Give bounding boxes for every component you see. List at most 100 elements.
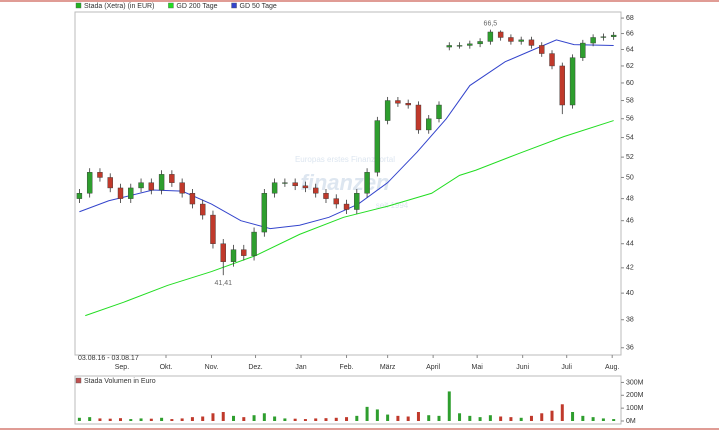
y-tick-label: 40 bbox=[626, 290, 634, 297]
candle-body bbox=[230, 249, 237, 262]
volume-bar bbox=[108, 418, 112, 421]
legend-label: GD 50 Tage bbox=[240, 3, 277, 10]
volume-bar bbox=[221, 412, 225, 421]
candle-body bbox=[241, 249, 247, 256]
moving-average-line bbox=[85, 120, 614, 317]
y-tick-label: 48 bbox=[626, 195, 634, 202]
volume-bar bbox=[232, 415, 236, 421]
y-tick-label: 56 bbox=[626, 116, 634, 123]
candle-body bbox=[292, 182, 298, 187]
candle-body bbox=[405, 103, 411, 106]
candle-body bbox=[415, 104, 422, 131]
candle-body bbox=[384, 100, 391, 121]
candle-body bbox=[282, 182, 288, 184]
candle-body bbox=[220, 243, 226, 262]
volume-bar bbox=[612, 419, 616, 421]
volume-bar bbox=[601, 418, 605, 421]
candle-body bbox=[333, 198, 339, 205]
x-tick-label: Nov. bbox=[205, 364, 219, 371]
x-tick-label: Juni bbox=[516, 364, 529, 371]
volume-bar bbox=[324, 418, 328, 421]
volume-bar bbox=[170, 419, 174, 421]
candle-body bbox=[323, 193, 329, 199]
volume-y-tick-label: 300M bbox=[626, 379, 644, 386]
candle-body bbox=[117, 187, 124, 199]
candle-body bbox=[559, 65, 565, 106]
candle-body bbox=[610, 34, 617, 37]
volume-title: Stada Volumen in Euro bbox=[84, 378, 156, 385]
volume-bar bbox=[540, 413, 544, 421]
legend-swatch bbox=[231, 2, 237, 9]
volume-y-tick-label: 200M bbox=[626, 392, 644, 399]
volume-bar bbox=[365, 406, 369, 421]
volume-bar bbox=[509, 417, 513, 421]
candle-body bbox=[508, 37, 514, 42]
volume-bar bbox=[355, 415, 359, 421]
volume-bar bbox=[303, 419, 307, 421]
x-tick-label: März bbox=[380, 364, 396, 371]
volume-bar bbox=[119, 418, 122, 421]
y-tick-label: 66 bbox=[626, 30, 634, 37]
candle-body bbox=[426, 118, 432, 131]
annotation: 66,5 bbox=[484, 20, 498, 27]
volume-bar bbox=[396, 415, 400, 421]
volume-bar bbox=[560, 404, 564, 421]
y-tick-label: 42 bbox=[626, 265, 634, 272]
candle-body bbox=[148, 182, 155, 191]
candle-body bbox=[467, 43, 473, 46]
volume-bar bbox=[468, 415, 472, 421]
x-tick-label: Aug. bbox=[605, 364, 619, 371]
volume-bar bbox=[149, 418, 153, 421]
candle-body bbox=[539, 45, 545, 54]
volume-bar bbox=[416, 412, 420, 421]
volume-bar bbox=[571, 412, 575, 421]
y-tick-label: 46 bbox=[626, 218, 634, 225]
candle-body bbox=[395, 100, 401, 104]
volume-bar bbox=[180, 418, 184, 421]
candle-body bbox=[549, 53, 555, 67]
volume-bar bbox=[519, 417, 523, 421]
volume-bar bbox=[160, 417, 164, 421]
candle-body bbox=[364, 172, 370, 194]
volume-bar bbox=[591, 417, 595, 421]
volume-bar bbox=[488, 415, 492, 421]
volume-bar bbox=[550, 410, 554, 421]
annotation: 41,41 bbox=[214, 280, 232, 287]
candle-body bbox=[199, 203, 206, 216]
volume-bar bbox=[406, 416, 410, 421]
candle-body bbox=[189, 193, 196, 205]
volume-bar bbox=[88, 417, 92, 421]
y-tick-label: 58 bbox=[626, 97, 634, 104]
legend-swatch bbox=[75, 2, 82, 9]
volume-bar bbox=[314, 418, 318, 421]
volume-bar bbox=[252, 415, 256, 421]
y-tick-label: 52 bbox=[626, 154, 634, 161]
watermark: Europas erstes Finanzportal bbox=[295, 155, 395, 164]
candle-body bbox=[128, 187, 134, 199]
candle-body bbox=[138, 182, 144, 189]
candle-body bbox=[528, 39, 535, 46]
x-tick-label: Dez. bbox=[248, 364, 262, 371]
volume-bar bbox=[499, 416, 503, 421]
volume-bar bbox=[375, 409, 379, 421]
candle-body bbox=[302, 185, 309, 189]
volume-bar bbox=[211, 413, 215, 421]
candle-body bbox=[446, 45, 452, 48]
candle-body bbox=[158, 174, 165, 191]
legend-label: GD 200 Tage bbox=[176, 3, 217, 10]
x-tick-label: April bbox=[426, 364, 440, 371]
legend-label: Stada (Xetra) (in EUR) bbox=[84, 3, 154, 10]
candle-body bbox=[76, 193, 83, 199]
y-tick-label: 44 bbox=[626, 241, 634, 248]
y-tick-label: 50 bbox=[626, 174, 634, 181]
y-tick-label: 54 bbox=[626, 134, 634, 141]
volume-bar bbox=[478, 417, 482, 421]
volume-bar bbox=[581, 415, 585, 421]
date-range: 03.08.16 - 03.08.17 bbox=[78, 355, 139, 362]
volume-bar bbox=[190, 417, 194, 421]
candle-body bbox=[569, 57, 576, 106]
candle-body bbox=[436, 104, 442, 119]
candle-body bbox=[580, 42, 586, 58]
